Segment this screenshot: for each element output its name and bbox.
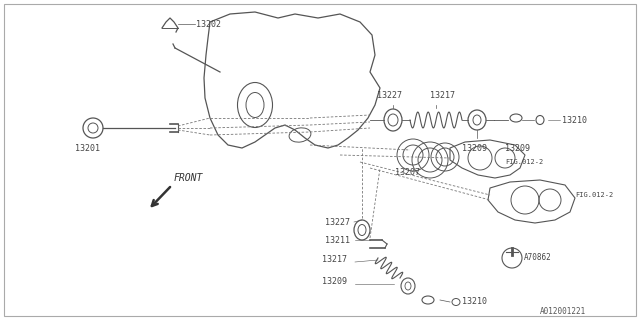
Text: 13202: 13202 <box>196 20 221 28</box>
Text: 13227: 13227 <box>377 91 402 100</box>
Text: 13210: 13210 <box>562 116 587 124</box>
Text: 13201: 13201 <box>75 143 100 153</box>
Text: FIG.012-2: FIG.012-2 <box>575 192 613 198</box>
Text: 13217: 13217 <box>322 255 347 265</box>
Text: 13210: 13210 <box>462 298 487 307</box>
Text: 13207: 13207 <box>395 167 420 177</box>
Text: 13227: 13227 <box>325 218 350 227</box>
Text: 13209: 13209 <box>462 143 487 153</box>
Text: FRONT: FRONT <box>174 173 204 183</box>
Text: 13209: 13209 <box>322 277 347 286</box>
Text: 13211: 13211 <box>325 236 350 244</box>
Text: 13209: 13209 <box>505 143 530 153</box>
Text: FIG.012-2: FIG.012-2 <box>505 159 543 165</box>
Text: A012001221: A012001221 <box>540 308 586 316</box>
Text: 13217: 13217 <box>430 91 455 100</box>
Text: A70862: A70862 <box>524 253 552 262</box>
